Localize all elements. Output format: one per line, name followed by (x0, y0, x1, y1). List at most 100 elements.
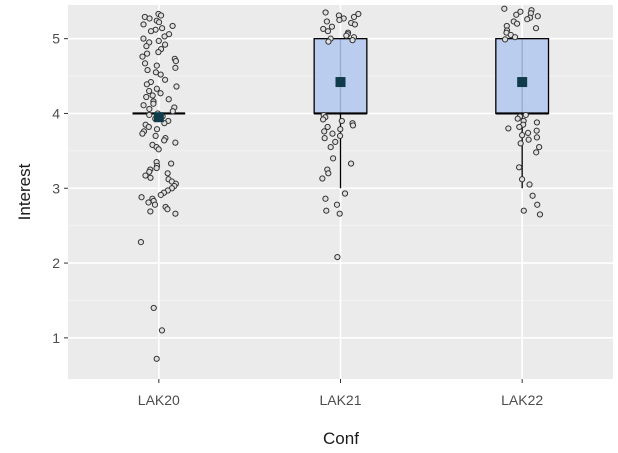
data-point (349, 37, 356, 44)
mean-marker (517, 77, 528, 88)
data-point (337, 126, 344, 133)
data-point (519, 132, 526, 139)
data-point (147, 208, 154, 215)
data-point (505, 125, 512, 132)
data-point (526, 181, 533, 188)
box-body (495, 38, 550, 115)
data-point (168, 160, 175, 167)
mean-marker (335, 77, 346, 88)
box-body (313, 38, 368, 115)
x-tick-label: LAK20 (138, 392, 180, 408)
data-point (533, 134, 541, 141)
data-point (172, 58, 180, 65)
data-point (150, 100, 157, 107)
data-point (536, 211, 544, 218)
data-point (529, 192, 536, 199)
data-point (153, 126, 161, 133)
data-point (164, 170, 171, 177)
data-point (332, 138, 339, 145)
data-point (327, 144, 334, 151)
data-point (157, 90, 164, 97)
data-point (139, 53, 146, 60)
data-point (146, 15, 153, 22)
data-point (157, 71, 164, 78)
mean-marker (153, 112, 164, 123)
data-point (323, 18, 330, 25)
data-point (524, 16, 531, 23)
data-point (144, 66, 151, 74)
data-point (146, 105, 153, 113)
data-point (169, 108, 176, 115)
data-point (146, 168, 153, 175)
data-point (347, 160, 355, 167)
x-tick-label: LAK21 (319, 392, 361, 408)
data-point (169, 22, 176, 30)
data-point (153, 62, 160, 69)
data-point (349, 122, 357, 129)
data-point (153, 164, 160, 172)
data-point (161, 137, 168, 144)
data-point (341, 190, 349, 197)
data-point (351, 21, 358, 28)
data-point (522, 111, 529, 119)
data-point (511, 34, 519, 41)
y-axis-title: Interest (15, 163, 34, 220)
data-point (334, 253, 341, 261)
data-point (338, 117, 345, 125)
data-point (328, 23, 336, 30)
data-point (514, 115, 521, 122)
data-point (533, 119, 541, 126)
data-point (336, 132, 344, 139)
data-point (143, 93, 150, 101)
data-point (533, 149, 540, 156)
data-point (157, 12, 165, 19)
data-point (321, 128, 328, 135)
data-point (152, 69, 159, 76)
data-point (517, 140, 524, 147)
data-point (516, 164, 523, 171)
data-point (324, 28, 332, 35)
data-point (321, 135, 328, 142)
data-point (319, 175, 326, 182)
data-point (501, 36, 509, 43)
data-point (158, 327, 166, 334)
data-point (147, 28, 155, 35)
data-point (350, 13, 358, 21)
data-point (146, 111, 153, 119)
data-point (524, 129, 532, 137)
data-point (161, 41, 169, 48)
y-tick-label: 2 (52, 255, 60, 271)
data-point (149, 92, 156, 99)
data-point (161, 33, 168, 40)
x-axis-title: Conf (323, 429, 359, 448)
data-point (155, 19, 163, 26)
data-point (140, 21, 147, 28)
data-point (323, 207, 330, 214)
data-point (145, 123, 152, 131)
mean-markers (153, 77, 528, 123)
data-point (147, 174, 154, 181)
data-point (322, 9, 329, 16)
data-point (513, 11, 520, 18)
data-point (139, 130, 146, 137)
data-point (355, 10, 362, 18)
data-point (536, 144, 543, 151)
data-point (146, 87, 153, 95)
data-point (140, 102, 147, 109)
x-tick-label: LAK22 (501, 392, 543, 408)
data-point (513, 20, 521, 27)
data-point (322, 195, 329, 202)
box-layer (132, 38, 550, 189)
data-point (161, 76, 169, 83)
data-point (145, 199, 152, 206)
data-point (516, 123, 523, 131)
data-point (155, 49, 162, 56)
data-point (152, 132, 159, 139)
data-point (533, 127, 540, 134)
data-point (343, 32, 350, 39)
data-point (319, 116, 327, 123)
data-point (518, 176, 526, 183)
data-point (143, 50, 151, 57)
data-point (173, 83, 180, 90)
